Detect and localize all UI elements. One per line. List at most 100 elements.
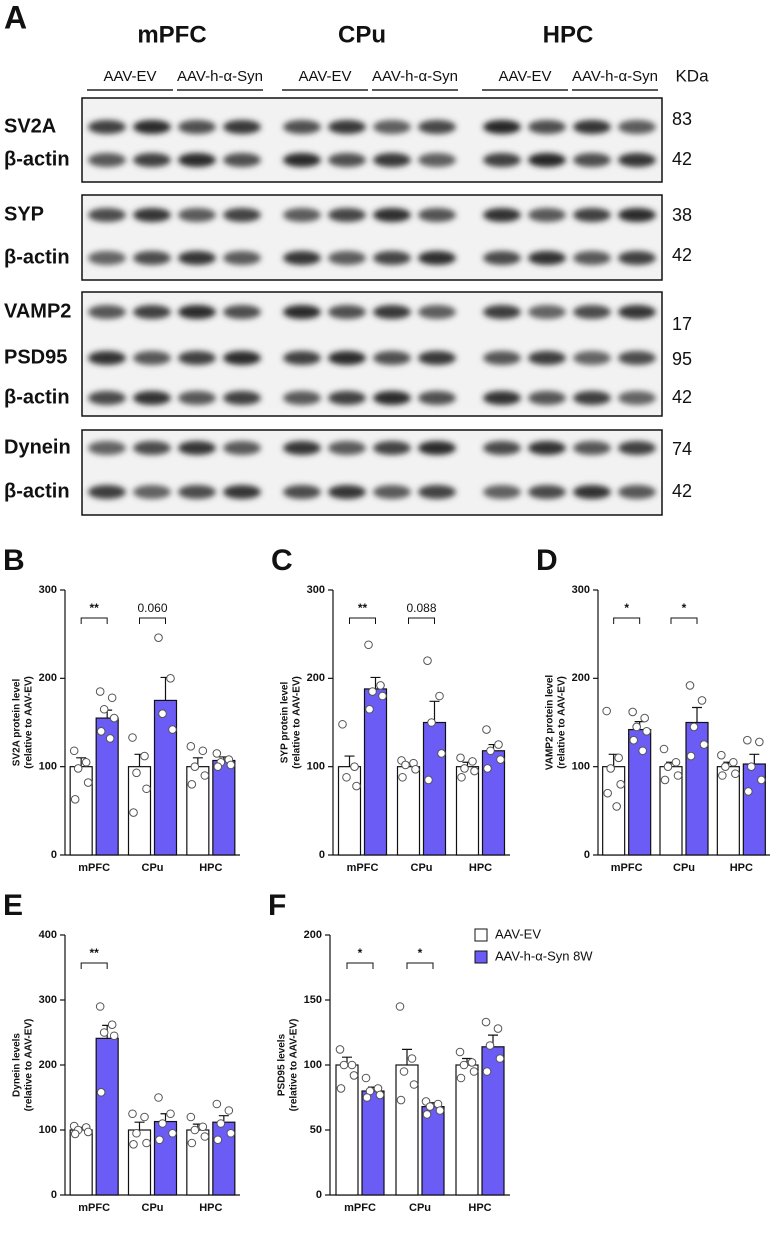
data-point	[158, 1119, 167, 1128]
blot-band	[373, 305, 411, 319]
blot-band	[418, 351, 456, 365]
kda-label: 95	[672, 349, 692, 369]
data-point	[212, 1099, 222, 1109]
data-point	[350, 762, 359, 771]
y-tick-label: 0	[319, 849, 325, 861]
data-point	[128, 1109, 137, 1119]
data-point	[190, 762, 200, 771]
blot-band	[178, 351, 216, 365]
blot-band	[528, 251, 566, 265]
data-point	[721, 762, 730, 771]
data-point	[423, 656, 432, 665]
data-point	[697, 696, 707, 705]
data-point	[396, 1095, 406, 1105]
data-point	[493, 1024, 503, 1033]
kda-label: 17	[672, 314, 692, 334]
data-point	[485, 1041, 495, 1050]
data-point	[142, 784, 151, 794]
data-point	[140, 751, 149, 761]
x-tick-label: mPFC	[344, 1202, 376, 1214]
data-point	[755, 737, 764, 747]
data-point	[482, 725, 491, 734]
x-tick-label: HPC	[468, 1202, 491, 1214]
kda-label: 74	[672, 439, 692, 459]
blot-band	[418, 391, 456, 405]
significance-bracket	[408, 617, 435, 624]
x-tick-label: mPFC	[347, 862, 379, 874]
blot-band	[328, 305, 366, 319]
blot-band	[283, 120, 321, 134]
data-point	[107, 1020, 117, 1029]
data-point	[81, 757, 91, 767]
blot-band	[178, 208, 216, 222]
significance-bracket	[346, 962, 374, 969]
blot-band	[88, 485, 126, 499]
data-point	[717, 750, 726, 760]
data-point	[686, 751, 696, 761]
protein-label: SYP	[4, 203, 44, 225]
data-point	[364, 640, 373, 650]
blot-band	[328, 251, 366, 265]
blot-band	[618, 441, 656, 455]
y-axis-label: VAMP2 protein level	[545, 675, 556, 771]
data-point	[361, 1073, 371, 1083]
blot-band	[283, 485, 321, 499]
y-axis-label: SYP protein level	[280, 682, 291, 764]
data-point	[495, 1054, 505, 1063]
blot-band	[178, 391, 216, 405]
x-tick-label: mPFC	[611, 862, 643, 874]
blot-band	[223, 251, 261, 265]
data-point	[435, 691, 444, 701]
data-point	[226, 760, 236, 770]
blot-band	[528, 351, 566, 365]
protein-label: β-actin	[4, 386, 70, 408]
bar	[69, 1129, 93, 1196]
significance-label: *	[682, 601, 687, 615]
blot-band	[528, 441, 566, 455]
blot-band	[328, 485, 366, 499]
blot-band	[133, 391, 171, 405]
data-point	[109, 1031, 119, 1041]
data-point	[365, 704, 374, 714]
kda-label: 42	[672, 149, 692, 169]
data-point	[128, 733, 137, 742]
data-point	[494, 740, 503, 749]
data-point	[496, 755, 505, 764]
blot-band	[483, 153, 521, 167]
protein-label: β-actin	[4, 148, 70, 170]
kda-label: 83	[672, 109, 692, 129]
data-point	[226, 1128, 236, 1138]
blot-band	[618, 208, 656, 222]
data-point	[154, 633, 163, 643]
blot-band	[373, 391, 411, 405]
blot-band	[373, 120, 411, 134]
y-tick-label: 100	[39, 761, 57, 773]
data-point	[155, 1135, 164, 1145]
data-point	[468, 757, 477, 766]
blot-band	[223, 391, 261, 405]
error-bar	[370, 676, 381, 689]
blot-band	[178, 485, 216, 499]
error-bar	[402, 1048, 412, 1065]
bar	[602, 766, 626, 856]
blot-band	[283, 351, 321, 365]
y-tick-label: 300	[572, 584, 590, 596]
y-axis-label: SV2A protein level	[12, 679, 23, 767]
data-point	[342, 772, 351, 782]
data-point	[142, 1138, 151, 1148]
y-tick-label: 200	[39, 1059, 57, 1071]
blot-band	[418, 153, 456, 167]
data-point	[638, 746, 647, 756]
data-point	[338, 719, 347, 729]
data-point	[401, 760, 410, 770]
data-point	[335, 1045, 345, 1054]
data-point	[198, 746, 208, 756]
data-point	[395, 1002, 405, 1011]
data-point	[456, 753, 465, 763]
data-point	[437, 749, 446, 758]
group-label: AAV-EV	[103, 68, 156, 85]
x-tick-label: HPC	[199, 862, 222, 874]
data-point	[154, 1093, 163, 1102]
data-point	[166, 1109, 175, 1119]
data-point	[411, 765, 420, 774]
